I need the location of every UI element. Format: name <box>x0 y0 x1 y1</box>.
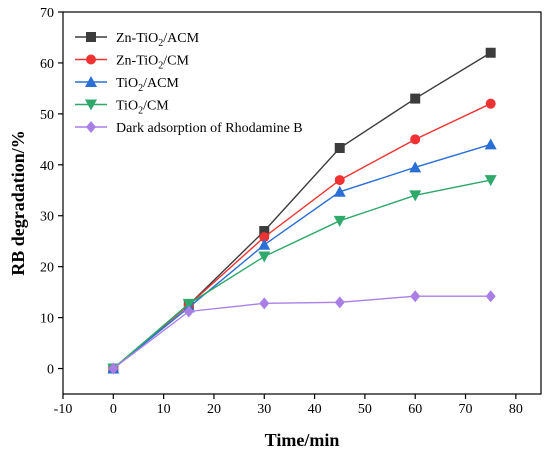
series-5 <box>108 290 496 375</box>
legend-marker <box>86 32 96 42</box>
series-3 <box>107 138 497 374</box>
series-4 <box>107 175 497 375</box>
legend-marker <box>85 99 97 111</box>
legend-item-5: Dark adsorption of Rhodamine B <box>75 121 303 136</box>
legend-label: Zn-TiO2/ACM <box>116 31 200 49</box>
data-point <box>409 190 422 202</box>
x-tick-label: 30 <box>257 402 271 417</box>
y-tick-label: 30 <box>40 210 54 225</box>
legend-label: Dark adsorption of Rhodamine B <box>116 121 303 136</box>
x-tick-label: 50 <box>358 402 372 417</box>
legend-item-3: TiO2/ACM <box>75 76 179 94</box>
axis-ticks: -10 0 10 20 30 40 50 60 70 80 0 10 20 30 40 50 60 70 <box>40 6 523 417</box>
y-tick-label: 0 <box>47 363 54 378</box>
data-point <box>334 296 345 309</box>
series-layer <box>107 47 497 375</box>
x-tick-label: 20 <box>207 402 221 417</box>
data-point <box>334 142 345 153</box>
x-tick-label: 80 <box>509 402 523 417</box>
data-point <box>333 215 346 227</box>
legend-marker <box>86 54 96 65</box>
data-point <box>333 185 346 197</box>
legend-label: TiO2/ACM <box>116 76 179 94</box>
legend-item-4: TiO2/CM <box>75 99 169 117</box>
x-tick-label: 60 <box>408 402 422 417</box>
x-tick-label: -10 <box>54 402 73 417</box>
data-point <box>484 138 497 150</box>
x-axis-title: Time/min <box>265 430 340 450</box>
y-tick-label: 20 <box>40 261 54 276</box>
legend-item-2: Zn-TiO2/CM <box>75 54 190 72</box>
legend-marker <box>85 76 97 87</box>
legend-label: TiO2/CM <box>116 99 169 117</box>
x-tick-label: 40 <box>308 402 322 417</box>
y-tick-label: 10 <box>40 312 54 327</box>
series-line <box>112 179 491 370</box>
data-point <box>409 161 422 173</box>
y-tick-label: 40 <box>40 159 54 174</box>
x-tick-label: 0 <box>110 402 117 417</box>
data-point <box>410 134 421 145</box>
x-tick-label: 10 <box>157 402 171 417</box>
data-point <box>259 232 270 243</box>
legend-item-1: Zn-TiO2/ACM <box>75 31 200 49</box>
y-tick-label: 50 <box>40 108 54 123</box>
data-point <box>258 238 271 250</box>
data-point <box>485 47 496 58</box>
data-point <box>334 175 345 186</box>
series-2 <box>108 98 496 374</box>
data-point <box>485 290 496 303</box>
data-point <box>182 298 195 310</box>
data-point <box>484 175 497 187</box>
data-point <box>183 305 194 318</box>
series-line <box>112 103 491 370</box>
data-point <box>410 93 421 104</box>
data-point <box>108 362 119 375</box>
plot-frame <box>62 11 542 395</box>
data-point <box>410 290 421 303</box>
y-axis-title: RB degradation/% <box>8 130 28 276</box>
x-tick-label: 70 <box>459 402 473 417</box>
series-line <box>112 295 491 370</box>
data-point <box>259 297 270 310</box>
y-tick-label: 60 <box>40 57 54 72</box>
legend-marker <box>86 121 96 133</box>
series-line <box>112 143 491 370</box>
data-point <box>259 226 270 237</box>
legend-label: Zn-TiO2/CM <box>116 54 190 72</box>
data-point <box>485 98 496 109</box>
y-tick-label: 70 <box>40 6 54 21</box>
data-point <box>258 251 271 263</box>
legend: Zn-TiO2/ACM Zn-TiO2/CM TiO2/ACM TiO2/CM Dark… <box>75 31 303 136</box>
